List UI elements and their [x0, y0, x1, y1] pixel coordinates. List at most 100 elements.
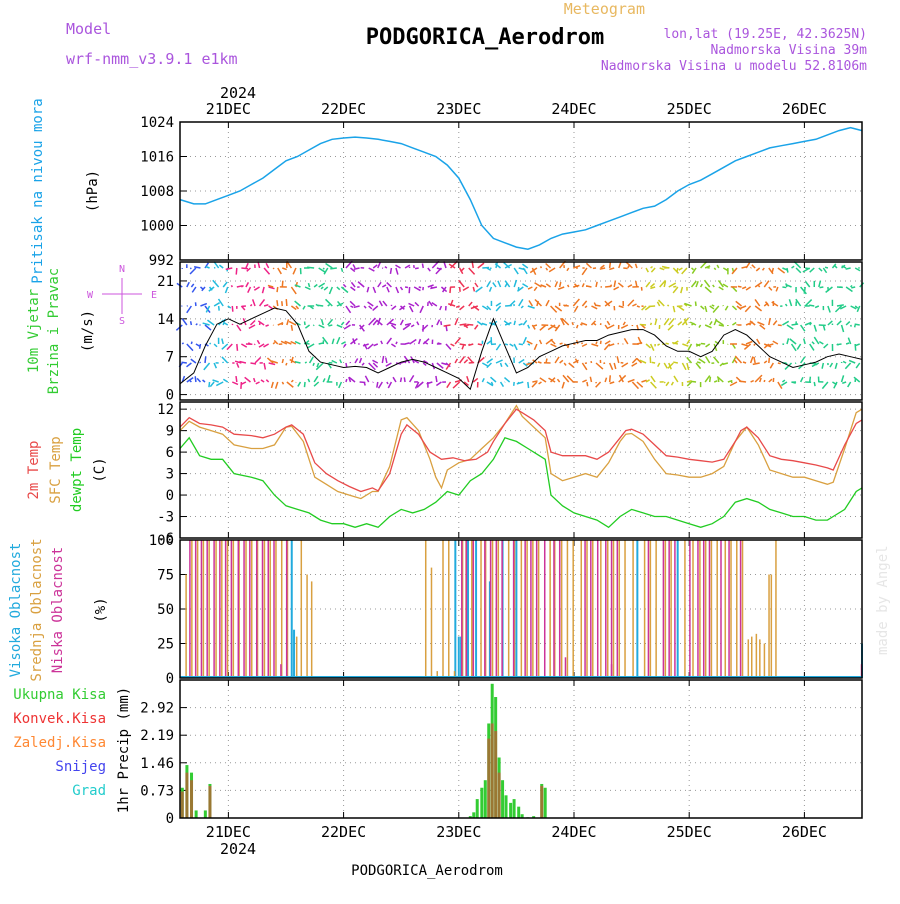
wind-barb — [610, 363, 613, 370]
wind-barb — [237, 325, 241, 331]
wind-barb — [305, 362, 307, 363]
wind-barb — [743, 362, 746, 363]
wind-barb — [596, 342, 597, 344]
wind-barb — [596, 363, 603, 369]
wind-barb — [651, 376, 655, 382]
wind-barb — [528, 382, 529, 388]
wind-barb — [666, 343, 669, 344]
wind-barb — [231, 285, 232, 287]
wind-barb — [667, 305, 668, 306]
wind-barb — [655, 319, 657, 325]
wind-barb — [614, 287, 619, 290]
wind-barb — [610, 382, 615, 384]
wind-barb — [382, 356, 383, 363]
wind-barb — [706, 356, 710, 363]
wind-barb — [649, 306, 656, 307]
wind-barb — [487, 359, 493, 363]
wind-barb — [746, 287, 751, 290]
wind-barb — [823, 268, 826, 273]
wind-barb — [328, 375, 330, 382]
wind-barb — [819, 342, 823, 344]
wind-barb — [464, 360, 467, 363]
wind-barb — [541, 266, 542, 268]
wind-barb — [687, 340, 690, 344]
wind-barb — [824, 344, 828, 348]
wind-barb — [563, 305, 568, 306]
wind-barb — [248, 287, 251, 293]
wind-barb — [319, 283, 325, 287]
wind-barb — [190, 268, 191, 269]
precip-border — [180, 680, 862, 818]
wind-barb — [379, 382, 383, 388]
wind-barb — [555, 306, 562, 311]
wind-barb — [769, 379, 772, 382]
wind-barb — [825, 267, 828, 268]
wind-barb — [475, 283, 478, 287]
wind-barb — [330, 268, 337, 269]
wind-barb — [187, 306, 192, 313]
wind-barb — [604, 344, 609, 350]
wind-barb — [410, 339, 417, 344]
wind-barb — [651, 323, 652, 325]
wind-barb — [848, 382, 851, 387]
wind-barb — [295, 301, 301, 306]
wind-barb — [785, 304, 786, 306]
wind-barb — [182, 362, 187, 363]
clouds-ytick-label: 75 — [157, 568, 174, 584]
wind-barb — [567, 268, 569, 271]
wind-barb — [343, 284, 346, 287]
wind-barb — [651, 268, 655, 272]
wind-barb — [298, 382, 301, 386]
wind-barb — [585, 306, 587, 308]
precip-bar — [498, 773, 501, 818]
wind-barb — [725, 306, 728, 310]
day-label-bottom: 21DEC — [206, 823, 251, 841]
wind-barb — [369, 306, 372, 309]
wind-barb — [446, 344, 451, 349]
wind-barb — [369, 268, 375, 271]
wind-barb — [341, 322, 343, 325]
wind-barb — [459, 280, 465, 287]
wind-barb — [528, 325, 530, 328]
wind-barb — [560, 282, 561, 287]
compass-icon — [102, 278, 142, 314]
wind-barb — [651, 284, 655, 287]
wind-barb — [350, 301, 355, 306]
compass-w: W — [87, 290, 94, 301]
wind-barb — [496, 360, 503, 363]
wind-barb — [354, 268, 360, 269]
wind-barb — [307, 267, 314, 268]
wind-barb — [687, 363, 689, 370]
wind-barb — [699, 325, 701, 328]
wind-barb — [804, 339, 805, 344]
wind-barb — [287, 319, 289, 325]
wind-barb — [688, 344, 691, 350]
plot-layer: 21DEC21DEC22DEC22DEC23DEC23DEC24DEC24DEC… — [8, 98, 864, 841]
wind-barb — [814, 382, 815, 386]
wind-barb — [555, 357, 559, 363]
wind-barb — [396, 342, 397, 344]
wind-barb — [605, 341, 610, 344]
wind-barb — [303, 306, 305, 309]
wind-barb — [314, 376, 318, 382]
wind-barb — [341, 268, 342, 272]
wind-barb — [540, 340, 542, 344]
wind-barb — [529, 301, 532, 306]
wind-barb — [314, 284, 317, 287]
wind-barb — [304, 343, 310, 344]
wind-barb — [632, 363, 637, 366]
precip-ytick-label: 1.46 — [140, 756, 174, 772]
wind-barb — [322, 319, 324, 325]
wind-barb — [781, 382, 787, 385]
wind-barb — [764, 281, 769, 287]
wind-ytick-label: 7 — [166, 350, 174, 366]
wind-barb — [321, 287, 323, 289]
wind-barb — [262, 287, 264, 293]
wind-barb — [756, 268, 759, 271]
wind-barb — [396, 268, 398, 275]
wind-barb — [319, 325, 325, 328]
wind-barb — [706, 344, 710, 347]
wind-barb — [210, 382, 214, 387]
product-title: Meteogram — [564, 0, 645, 18]
